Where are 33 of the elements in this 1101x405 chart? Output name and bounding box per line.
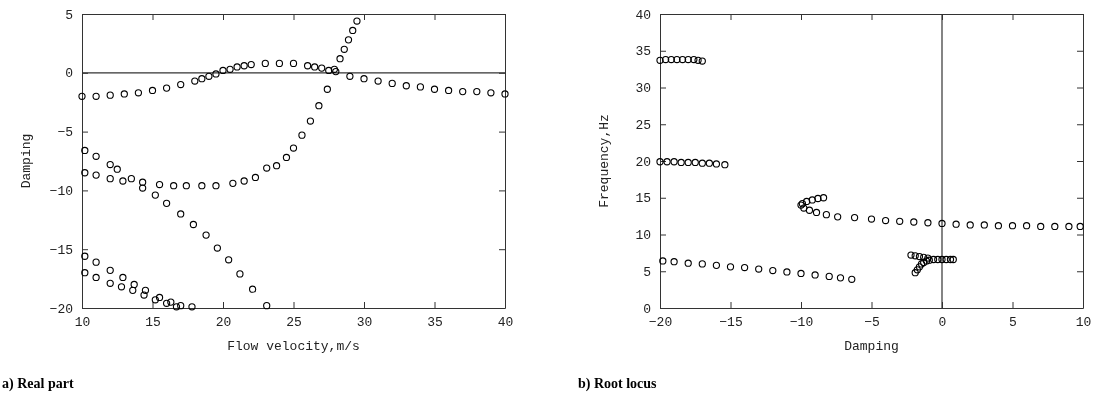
y-tick-label: 5 [643, 264, 651, 280]
x-axis-title: Flow velocity,m/s [227, 339, 360, 354]
text: a) Real part [2, 376, 74, 392]
y-tick-label: 10 [635, 228, 651, 244]
y-tick-label: 0 [65, 66, 73, 82]
y-tick-label: −10 [49, 184, 73, 200]
x-tick-label: 30 [356, 315, 373, 331]
y-tick-label: −5 [57, 125, 73, 141]
y-tick-label: 35 [635, 44, 651, 60]
x-tick-label: 25 [286, 315, 302, 331]
y-tick-label: 5 [65, 7, 73, 23]
y-axis-title: Damping [19, 133, 34, 189]
y-tick-label: −15 [49, 242, 73, 258]
y-tick-label: 40 [635, 7, 651, 23]
x-tick-label: 20 [215, 315, 232, 331]
text: b) Root locus [578, 376, 658, 392]
y-tick-label: 15 [635, 191, 651, 207]
x-axis-title: Damping [844, 339, 899, 354]
x-tick-label: 15 [145, 315, 161, 331]
y-tick-label: 30 [635, 81, 651, 97]
x-tick-label: 35 [427, 315, 443, 331]
y-tick-label: 25 [635, 117, 651, 133]
x-tick-label: −10 [789, 315, 814, 331]
x-tick-label: 0 [938, 315, 947, 331]
x-tick-label: −15 [719, 315, 743, 331]
y-axis-title: Frequency,Hz [597, 114, 612, 208]
x-tick-label: −5 [864, 315, 880, 331]
x-tick-label: 5 [1009, 315, 1017, 331]
y-tick-label: 20 [635, 154, 651, 170]
y-tick-label: −20 [49, 301, 73, 317]
x-tick-label: 40 [497, 315, 514, 331]
y-tick-label: 0 [643, 301, 651, 317]
x-tick-label: 10 [1075, 315, 1092, 331]
